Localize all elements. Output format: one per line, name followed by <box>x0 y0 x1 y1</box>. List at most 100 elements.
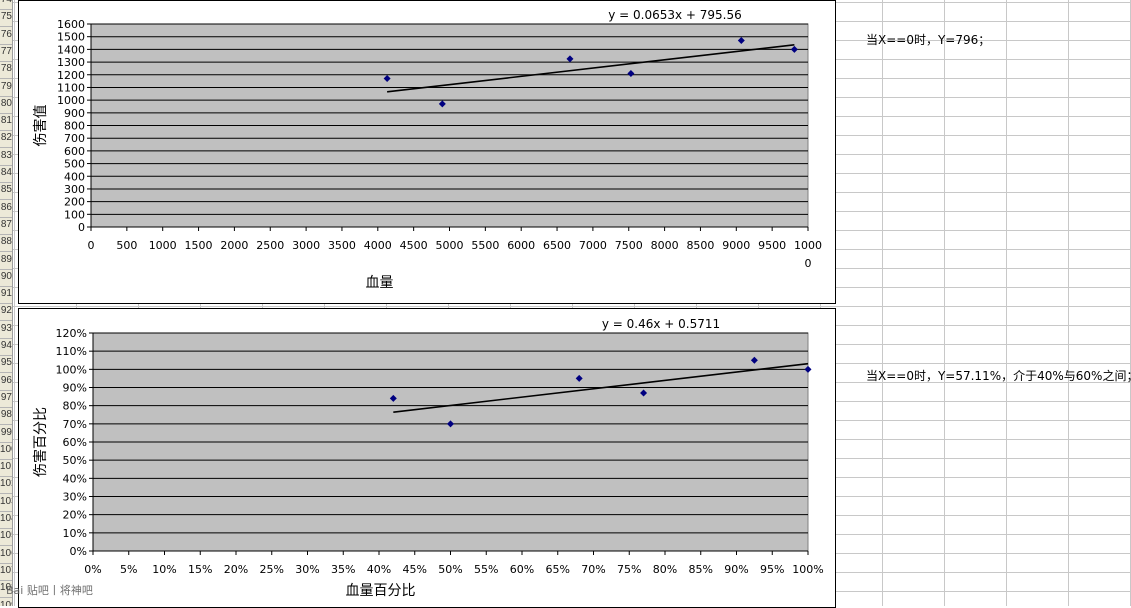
row-number[interactable]: 89 <box>0 251 12 270</box>
row-number[interactable]: 92 <box>0 302 12 322</box>
row-number[interactable]: 79 <box>0 78 12 97</box>
x-tick-label: 1000 <box>794 239 822 252</box>
x-tick-label: 35% <box>331 563 355 576</box>
y-tick-label: 120% <box>56 327 87 340</box>
row-number[interactable]: 109 <box>0 597 12 607</box>
x-tick-label: 2000 <box>220 239 248 252</box>
x-tick-label: 5500 <box>471 239 499 252</box>
x-tick-label: 85% <box>689 563 713 576</box>
x-tick-label: 50% <box>438 563 462 576</box>
row-number[interactable]: 87 <box>0 216 12 235</box>
row-number[interactable]: 97 <box>0 389 12 408</box>
row-number[interactable]: 108 <box>0 579 12 599</box>
x-tick-label: 500 <box>116 239 137 252</box>
row-number[interactable]: 103 <box>0 493 12 512</box>
x-tick-label: 1000 <box>149 239 177 252</box>
data-point <box>389 394 397 402</box>
row-number[interactable]: 91 <box>0 285 12 305</box>
y-tick-label: 100 <box>64 208 85 221</box>
row-header-column: 7475767778798081828384858687888990919293… <box>0 0 13 606</box>
row-number[interactable]: 95 <box>0 354 12 374</box>
y-tick-label: 1600 <box>57 18 85 31</box>
row-number[interactable]: 106 <box>0 545 12 564</box>
y-tick-label: 900 <box>64 107 85 120</box>
x-tick-label: 80% <box>653 563 677 576</box>
row-number[interactable]: 104 <box>0 510 12 529</box>
x-tick-label: 0 <box>805 257 812 270</box>
x-tick-label: 5000 <box>436 239 464 252</box>
y-tick-label: 400 <box>64 170 85 183</box>
y-tick-label: 70% <box>63 418 87 431</box>
x-tick-label: 7500 <box>615 239 643 252</box>
x-tick-label: 8000 <box>651 239 679 252</box>
x-tick-label: 3500 <box>328 239 356 252</box>
row-number[interactable]: 74 <box>0 0 12 10</box>
y-tick-label: 30% <box>63 491 87 504</box>
y-axis-title: 伤害百分比 <box>33 407 49 477</box>
x-tick-label: 95% <box>760 563 784 576</box>
data-point <box>750 356 758 364</box>
x-tick-label: 6000 <box>507 239 535 252</box>
row-number[interactable]: 96 <box>0 372 12 391</box>
row-number[interactable]: 83 <box>0 147 12 166</box>
y-axis-title: 伤害值 <box>33 105 49 147</box>
x-tick-label: 10% <box>152 563 176 576</box>
note-intercept-1: 当X==0时，Y=796； <box>866 33 991 47</box>
y-tick-label: 50% <box>63 454 87 467</box>
y-tick-label: 1100 <box>57 81 85 94</box>
row-number[interactable]: 78 <box>0 60 12 80</box>
row-number[interactable]: 102 <box>0 475 12 495</box>
trendline-equation: y = 0.0653x + 795.56 <box>608 8 742 22</box>
x-tick-label: 2500 <box>256 239 284 252</box>
row-number[interactable]: 94 <box>0 337 12 356</box>
note-intercept-2: 当X==0时，Y=57.11%，介于40%与60%之间； <box>866 369 1131 383</box>
row-number[interactable]: 75 <box>0 8 12 28</box>
data-point <box>566 55 574 63</box>
row-number[interactable]: 88 <box>0 233 12 253</box>
row-number[interactable]: 80 <box>0 95 12 114</box>
x-tick-label: 15% <box>188 563 212 576</box>
row-number[interactable]: 77 <box>0 43 12 62</box>
y-tick-label: 10% <box>63 527 87 540</box>
row-number[interactable]: 107 <box>0 562 12 581</box>
x-axis-title: 血量 <box>366 275 394 291</box>
y-tick-label: 200 <box>64 196 85 209</box>
data-point <box>438 100 446 108</box>
row-number[interactable]: 99 <box>0 424 12 443</box>
y-tick-label: 1400 <box>57 43 85 56</box>
watermark-logo: Bai 贴吧丨将神吧 <box>6 584 93 597</box>
row-number[interactable]: 100 <box>0 441 12 460</box>
damage-pct-vs-hp-pct-chart[interactable]: 0% 10% 20% 30% 40% 50% 60% 70% 80% 90% 100% 110% 120… <box>18 308 836 608</box>
y-tick-label: 1500 <box>57 31 85 44</box>
x-tick-label: 75% <box>617 563 641 576</box>
row-number[interactable]: 82 <box>0 129 12 149</box>
x-axis-title: 血量百分比 <box>346 583 416 599</box>
x-tick-label: 5% <box>120 563 137 576</box>
y-tick-label: 40% <box>63 472 87 485</box>
y-tick-label: 0% <box>70 545 87 558</box>
y-tick-label: 300 <box>64 183 85 196</box>
x-tick-label: 4500 <box>400 239 428 252</box>
y-tick-label: 700 <box>64 132 85 145</box>
row-number[interactable]: 85 <box>0 181 12 201</box>
trendline <box>393 362 809 413</box>
row-number[interactable]: 90 <box>0 268 12 287</box>
x-tick-label: 45% <box>403 563 427 576</box>
y-tick-label: 60% <box>63 436 87 449</box>
y-tick-label: 1000 <box>57 94 85 107</box>
row-number[interactable]: 93 <box>0 320 12 339</box>
row-number[interactable]: 105 <box>0 527 12 547</box>
trendline-equation: y = 0.46x + 0.5711 <box>602 317 720 331</box>
row-number[interactable]: 101 <box>0 458 12 478</box>
row-number[interactable]: 86 <box>0 199 12 218</box>
row-number[interactable]: 98 <box>0 406 12 426</box>
x-tick-label: 0% <box>84 563 101 576</box>
data-point <box>737 36 745 44</box>
damage-vs-hp-chart[interactable]: 0 100 200 300 400 500 600 700 800 900 1000 1100 1200… <box>18 0 836 304</box>
row-number[interactable]: 81 <box>0 112 12 132</box>
row-number[interactable]: 84 <box>0 164 12 183</box>
x-tick-label: 6500 <box>543 239 571 252</box>
data-point <box>447 420 454 428</box>
x-tick-label: 0 <box>88 239 95 252</box>
row-number[interactable]: 76 <box>0 26 12 45</box>
